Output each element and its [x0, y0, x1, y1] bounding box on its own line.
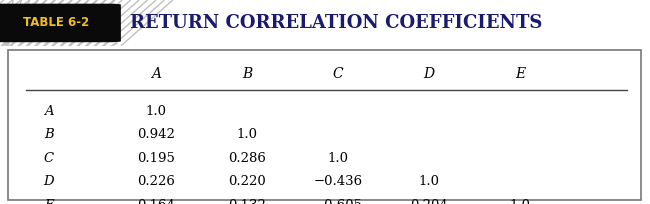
Text: 0.226: 0.226	[137, 175, 175, 188]
Text: D: D	[44, 175, 54, 188]
Text: 1.0: 1.0	[510, 199, 530, 204]
Text: E: E	[515, 67, 525, 81]
Text: 0.204: 0.204	[410, 199, 448, 204]
Text: 0.164: 0.164	[137, 199, 175, 204]
Text: RETURN CORRELATION COEFFICIENTS: RETURN CORRELATION COEFFICIENTS	[130, 14, 542, 32]
FancyBboxPatch shape	[0, 4, 121, 42]
Text: C: C	[44, 152, 54, 165]
Text: D: D	[423, 67, 435, 81]
Text: 0.286: 0.286	[228, 152, 266, 165]
Text: B: B	[44, 128, 53, 141]
Text: 0.132: 0.132	[228, 199, 266, 204]
Text: B: B	[242, 67, 252, 81]
Text: −0.436: −0.436	[313, 175, 363, 188]
Text: 1.0: 1.0	[419, 175, 439, 188]
Text: −0.605: −0.605	[313, 199, 363, 204]
Text: C: C	[333, 67, 343, 81]
Text: 0.195: 0.195	[137, 152, 175, 165]
Text: 0.942: 0.942	[137, 128, 175, 141]
Text: A: A	[44, 105, 53, 118]
FancyBboxPatch shape	[8, 50, 641, 200]
Text: E: E	[44, 199, 53, 204]
Text: 1.0: 1.0	[146, 105, 166, 118]
Text: 0.220: 0.220	[228, 175, 266, 188]
Text: A: A	[151, 67, 161, 81]
Text: 1.0: 1.0	[237, 128, 257, 141]
Text: 1.0: 1.0	[328, 152, 348, 165]
Text: TABLE 6-2: TABLE 6-2	[23, 16, 90, 29]
